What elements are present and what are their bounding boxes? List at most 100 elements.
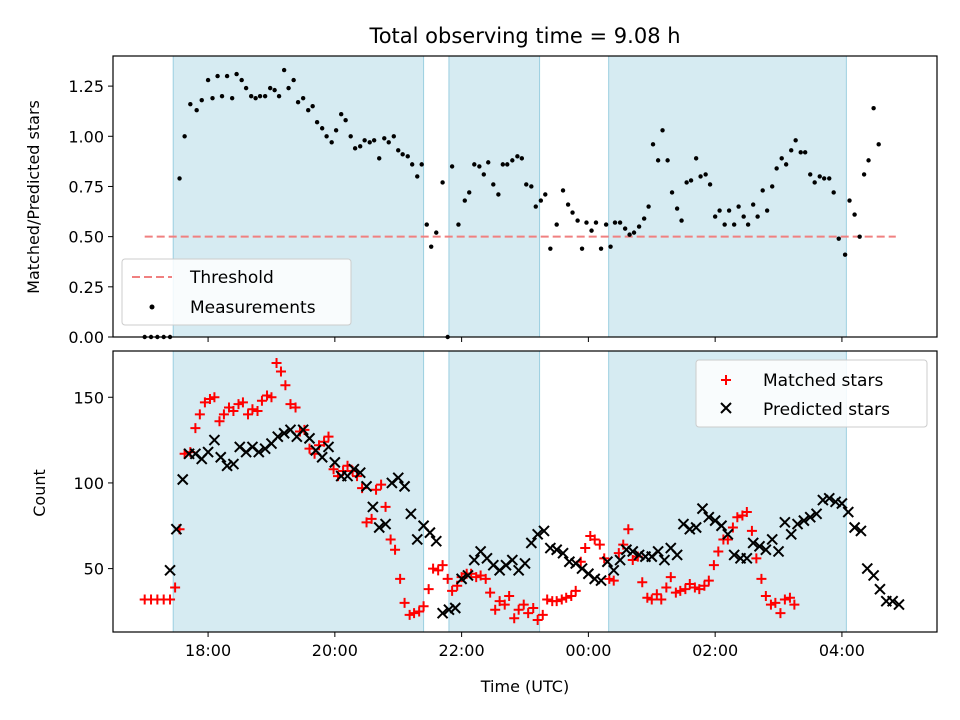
- measurement-point: [565, 202, 571, 207]
- matched-point: [366, 513, 377, 524]
- predicted-point: [170, 523, 183, 535]
- measurement-point: [741, 214, 746, 219]
- measurement-point: [548, 246, 553, 251]
- measurement-point: [257, 93, 263, 99]
- matched-point: [656, 594, 667, 605]
- measurement-point: [665, 158, 670, 163]
- matched-point: [404, 609, 415, 620]
- matched-point: [513, 604, 524, 615]
- measurement-point: [842, 252, 848, 257]
- predicted-point: [627, 545, 639, 558]
- measurement-point: [276, 93, 282, 99]
- matched-point: [380, 501, 391, 512]
- x-tick-label: 22:00: [439, 641, 485, 660]
- measurement-point: [319, 126, 325, 131]
- legend-frame: [121, 258, 352, 326]
- matched-point: [642, 592, 653, 603]
- measurement-point: [660, 128, 665, 133]
- matched-point: [680, 584, 691, 595]
- measurement-point: [477, 164, 482, 169]
- matched-point: [651, 589, 662, 600]
- matched-point: [204, 393, 215, 404]
- y-tick-label: 50: [84, 560, 104, 579]
- measurement-point: [362, 138, 367, 143]
- predicted-point: [455, 573, 468, 585]
- measurement-point: [779, 156, 784, 161]
- measurement-point: [529, 184, 534, 189]
- predicted-point: [538, 525, 550, 537]
- measurements-legend-swatch: [149, 304, 155, 310]
- predicted-point: [842, 506, 854, 518]
- predicted-point: [893, 598, 905, 611]
- y-tick-label: 0.50: [68, 228, 104, 247]
- x-axis-label: Time (UTC): [480, 677, 569, 696]
- measurement-point: [770, 184, 775, 189]
- measurement-point: [300, 95, 306, 101]
- measurement-point: [669, 190, 675, 195]
- predicted-point: [208, 434, 221, 446]
- predicted-point: [753, 540, 766, 553]
- measurement-point: [219, 93, 225, 99]
- matched-point: [570, 585, 581, 596]
- predicted-point: [329, 456, 341, 469]
- matched-point: [442, 573, 453, 584]
- measurement-point: [500, 162, 506, 167]
- matched-point: [399, 597, 410, 608]
- measurement-point: [239, 77, 244, 83]
- measurement-point: [481, 172, 486, 177]
- measurement-point: [802, 150, 808, 155]
- predicted-point: [253, 446, 265, 458]
- predicted-point: [164, 564, 176, 577]
- matched-point: [556, 594, 567, 605]
- measurement-point: [674, 206, 680, 211]
- predicted-point: [360, 480, 373, 493]
- predicted-point: [272, 430, 284, 443]
- matched-point: [323, 431, 334, 442]
- matched-point: [190, 423, 201, 434]
- matched-point: [485, 587, 496, 598]
- matched-point: [537, 609, 548, 620]
- matched-point: [518, 599, 529, 610]
- measurement-point: [617, 220, 623, 225]
- measurement-point: [358, 144, 363, 149]
- measurement-point: [831, 190, 836, 195]
- matched-point: [409, 608, 420, 619]
- predicted-point: [379, 518, 392, 530]
- measurement-point: [793, 138, 798, 143]
- matched-point: [376, 479, 387, 490]
- measurement-point: [783, 162, 789, 167]
- matched-point: [608, 575, 619, 586]
- measurement-point: [712, 214, 718, 219]
- measurement-point: [579, 246, 585, 251]
- measurement-point: [524, 182, 529, 187]
- matched-point: [262, 390, 273, 401]
- predicted-legend-label: Predicted stars: [763, 400, 890, 420]
- measurement-point: [194, 107, 199, 113]
- measurement-point: [496, 192, 501, 197]
- predicted-point: [785, 528, 797, 541]
- matched-point: [532, 615, 543, 626]
- matched-point: [165, 594, 176, 605]
- predicted-point: [722, 528, 734, 541]
- y-tick-label: 0.75: [68, 177, 104, 196]
- measurement-point: [253, 95, 258, 101]
- x-tick-label: 02:00: [692, 641, 738, 660]
- measurement-point: [750, 202, 756, 207]
- measurement-point: [486, 160, 491, 165]
- predicted-point: [728, 549, 740, 561]
- matched-point: [623, 524, 634, 535]
- matched-point: [665, 572, 676, 583]
- measurement-point: [731, 222, 737, 227]
- measurement-point: [343, 118, 348, 123]
- matched-point: [523, 608, 534, 619]
- predicted-point: [525, 537, 538, 549]
- predicted-point: [177, 473, 189, 486]
- matched-point: [218, 409, 229, 420]
- matched-point: [566, 591, 577, 602]
- measurement-point: [215, 73, 220, 79]
- predicted-point: [614, 554, 626, 566]
- matched-point: [637, 577, 648, 588]
- matched-point: [199, 397, 210, 408]
- matched-point: [390, 544, 401, 555]
- measurement-point: [866, 158, 871, 163]
